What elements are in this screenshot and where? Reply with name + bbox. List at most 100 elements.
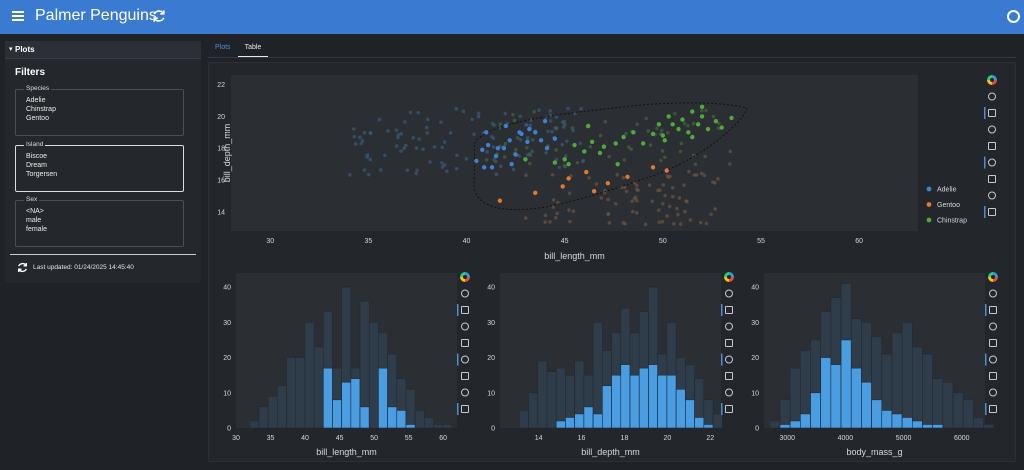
histogram-selection-bar[interactable]: [871, 399, 883, 429]
hamburger-icon[interactable]: [12, 11, 24, 21]
scatter-point-chinstrap[interactable]: [699, 114, 705, 119]
histogram-selection-bar[interactable]: [820, 357, 832, 429]
pan-icon[interactable]: [725, 289, 733, 298]
histogram-selection-bar[interactable]: [881, 410, 893, 429]
histogram-selection-bar[interactable]: [565, 417, 575, 429]
scatter-point-chinstrap[interactable]: [670, 122, 675, 127]
histogram-bar[interactable]: [304, 322, 315, 429]
lasso-select-icon[interactable]: [725, 306, 733, 314]
sidebar-collapse-toggle[interactable]: ▾ Plots: [5, 41, 201, 59]
scatter-point-adelie[interactable]: [538, 138, 544, 143]
scatter-point-chinstrap[interactable]: [613, 141, 618, 146]
refresh-icon[interactable]: [152, 9, 166, 23]
histogram-bar[interactable]: [712, 413, 723, 429]
scatter-point-chinstrap[interactable]: [666, 114, 671, 119]
charts-canvas[interactable]: 30 35 40 45 50 55 601416182022bill_length_mmbi…: [209, 63, 1015, 461]
scatter-point-chinstrap[interactable]: [686, 130, 691, 135]
histogram-selection-bar[interactable]: [611, 374, 622, 429]
histogram-selection-bar[interactable]: [648, 364, 659, 429]
bokeh-logo-icon[interactable]: [463, 275, 467, 279]
scatter-point-chinstrap[interactable]: [523, 157, 528, 162]
box-zoom-icon[interactable]: [988, 125, 996, 134]
histogram-selection-bar[interactable]: [602, 385, 612, 429]
histogram-selection-bar[interactable]: [694, 417, 705, 429]
scatter-point-chinstrap[interactable]: [656, 122, 662, 127]
save-icon[interactable]: [989, 372, 997, 380]
scatter-point-chinstrap[interactable]: [695, 122, 701, 127]
scatter-point-chinstrap[interactable]: [589, 139, 595, 145]
histogram-selection-bar[interactable]: [555, 420, 566, 429]
lasso-select-icon[interactable]: [461, 306, 469, 314]
histogram-bar[interactable]: [433, 424, 444, 429]
histogram-selection-bar[interactable]: [396, 410, 407, 429]
lasso-select-icon[interactable]: [989, 306, 997, 314]
scatter-point-adelie[interactable]: [517, 130, 522, 135]
box-select-icon[interactable]: [988, 142, 996, 150]
scatter-point-chinstrap[interactable]: [662, 138, 667, 143]
histogram-bar[interactable]: [414, 410, 425, 429]
histogram-selection-bar[interactable]: [583, 406, 594, 429]
scatter-point-gentoo[interactable]: [584, 169, 589, 175]
scatter-point-adelie[interactable]: [503, 123, 508, 129]
tab-plots[interactable]: Plots: [215, 44, 231, 51]
box-select-icon[interactable]: [989, 339, 997, 347]
histogram-bar[interactable]: [424, 417, 434, 429]
pan-icon[interactable]: [988, 92, 996, 101]
histogram-selection-bar[interactable]: [629, 374, 640, 429]
histogram-bar[interactable]: [779, 399, 791, 429]
island-option[interactable]: Dream: [26, 162, 48, 169]
histogram-selection-bar[interactable]: [850, 367, 862, 429]
help-icon[interactable]: [725, 405, 733, 413]
histogram-selection-bar[interactable]: [332, 399, 342, 429]
histogram-selection-bar[interactable]: [322, 367, 333, 429]
tab-table[interactable]: Table: [237, 41, 269, 57]
histogram-selection-bar[interactable]: [341, 381, 352, 429]
scatter-point-chinstrap[interactable]: [690, 109, 695, 114]
scatter-point-chinstrap[interactable]: [699, 104, 705, 110]
scatter-point-chinstrap[interactable]: [621, 134, 626, 140]
scatter-point-gentoo[interactable]: [605, 181, 611, 186]
scatter-point-adelie[interactable]: [552, 136, 558, 141]
scatter-point-chinstrap[interactable]: [615, 161, 620, 167]
scatter-point-chinstrap[interactable]: [562, 157, 567, 162]
scatter-point-adelie[interactable]: [542, 118, 548, 124]
histogram-bar[interactable]: [537, 360, 548, 429]
scatter-point-adelie[interactable]: [501, 146, 507, 151]
histogram-selection-bar[interactable]: [638, 367, 649, 429]
box-select-icon[interactable]: [725, 339, 733, 347]
histogram-selection-bar[interactable]: [840, 339, 852, 429]
histogram-bar[interactable]: [942, 381, 954, 429]
reset-icon[interactable]: [989, 388, 997, 397]
scatter-point-adelie[interactable]: [527, 126, 532, 132]
scatter-point-adelie[interactable]: [489, 165, 495, 170]
scatter-point-chinstrap[interactable]: [552, 160, 558, 165]
scatter-point-adelie[interactable]: [485, 142, 491, 148]
histogram-bar[interactable]: [258, 406, 269, 429]
help-icon[interactable]: [461, 405, 469, 413]
histogram-selection-bar[interactable]: [779, 424, 791, 429]
lasso-select-icon[interactable]: [988, 109, 996, 117]
histogram-bar[interactable]: [973, 417, 984, 429]
histogram-bar[interactable]: [519, 410, 529, 429]
histogram-bar[interactable]: [368, 322, 379, 429]
histogram-selection-bar[interactable]: [830, 364, 842, 429]
scatter-point-adelie[interactable]: [513, 152, 518, 157]
histogram-bar[interactable]: [286, 357, 297, 429]
histogram-bar[interactable]: [295, 357, 306, 429]
histogram-bar[interactable]: [313, 346, 324, 429]
histogram-selection-bar[interactable]: [359, 406, 370, 429]
island-multiselect[interactable]: Island Biscoe Dream Torgersen: [15, 141, 184, 192]
scatter-point-gentoo[interactable]: [625, 174, 630, 180]
histogram-bar[interactable]: [405, 388, 416, 429]
box-select-icon[interactable]: [461, 339, 469, 347]
histogram-selection-bar[interactable]: [666, 374, 677, 429]
bokeh-logo-icon[interactable]: [990, 78, 994, 82]
scatter-point-adelie[interactable]: [507, 138, 512, 143]
histogram-bar[interactable]: [901, 322, 913, 429]
histogram-bar[interactable]: [442, 424, 453, 429]
scatter-point-gentoo[interactable]: [664, 168, 669, 173]
scatter-point-chinstrap[interactable]: [641, 141, 646, 146]
histogram-bar[interactable]: [769, 420, 781, 429]
histogram-selection-bar[interactable]: [350, 378, 361, 429]
histogram-bar[interactable]: [528, 392, 539, 429]
